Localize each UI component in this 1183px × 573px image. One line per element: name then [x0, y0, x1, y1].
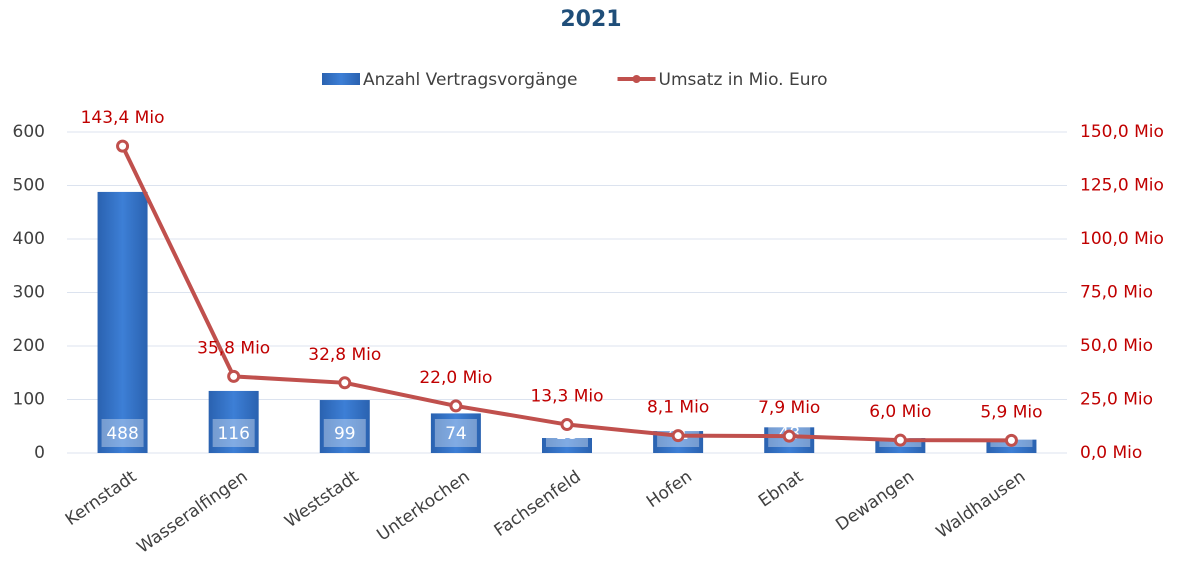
y2-tick-label: 25,0 Mio — [1080, 390, 1153, 410]
line-label: 8,1 Mio — [647, 398, 709, 418]
bar — [319, 400, 370, 453]
line-marker — [671, 429, 685, 443]
y-tick-label: 400 — [13, 229, 45, 249]
bar-label: 99 — [334, 424, 356, 444]
bar-label: 74 — [445, 424, 467, 444]
y-tick-label: 300 — [13, 283, 45, 303]
line-marker — [116, 139, 130, 153]
y2-tick-label: 50,0 Mio — [1080, 336, 1153, 356]
bar-label: 28 — [556, 424, 578, 444]
y2-tick-label: 125,0 Mio — [1080, 176, 1164, 196]
legend-label: Anzahl Vertragsvorgänge — [363, 70, 578, 90]
bar-label-box — [323, 419, 366, 447]
x-tick-label: Waldhausen — [933, 467, 1029, 543]
line-marker — [782, 429, 796, 443]
legend-label: Umsatz in Mio. Euro — [659, 70, 828, 90]
line-label: 5,9 Mio — [980, 402, 1042, 422]
x-tick-label: Kernstadt — [62, 467, 141, 530]
legend-swatch-marker — [632, 75, 641, 83]
x-tick-label: Wasseralfingen — [133, 467, 251, 558]
bar-label-box — [212, 419, 255, 447]
y-tick-label: 200 — [13, 336, 45, 356]
y2-tick-label: 0,0 Mio — [1080, 443, 1142, 463]
x-tick-label: Dewangen — [832, 467, 918, 535]
x-tick-label: Hofen — [643, 467, 696, 512]
bar-label: 488 — [106, 424, 138, 444]
x-tick-label: Unterkochen — [373, 467, 473, 546]
line-label: 7,9 Mio — [758, 398, 820, 418]
y2-tick-label: 150,0 Mio — [1080, 122, 1164, 142]
x-tick-label: Weststadt — [281, 467, 363, 532]
line-marker — [449, 399, 463, 413]
line-label: 35,8 Mio — [197, 338, 270, 358]
line-marker — [893, 433, 907, 447]
y-tick-label: 0 — [34, 443, 45, 463]
line-label: 143,4 Mio — [81, 108, 165, 128]
x-tick-label: Ebnat — [755, 467, 807, 512]
y2-tick-label: 100,0 Mio — [1080, 229, 1164, 249]
line-marker — [560, 418, 574, 432]
bar-label-box — [101, 419, 144, 447]
y-tick-label: 100 — [13, 390, 45, 410]
line-label: 32,8 Mio — [308, 345, 381, 365]
line-marker — [1004, 433, 1018, 447]
chart-title: 2021 — [560, 7, 621, 32]
line-label: 6,0 Mio — [869, 402, 931, 422]
bar — [542, 438, 592, 453]
bar — [97, 191, 148, 454]
bar — [430, 413, 481, 453]
bar-label-box — [434, 419, 477, 447]
line-label: 22,0 Mio — [419, 368, 492, 388]
line-label: 13,3 Mio — [530, 387, 603, 407]
y2-tick-label: 75,0 Mio — [1080, 283, 1153, 303]
x-tick-label: Fachsenfeld — [491, 467, 585, 541]
y-tick-label: 600 — [13, 122, 45, 142]
y-tick-label: 500 — [13, 176, 45, 196]
legend-swatch — [322, 73, 360, 85]
bar — [208, 390, 259, 453]
bar-label: 116 — [217, 424, 249, 444]
line-marker — [227, 369, 241, 383]
line-marker — [338, 376, 352, 390]
